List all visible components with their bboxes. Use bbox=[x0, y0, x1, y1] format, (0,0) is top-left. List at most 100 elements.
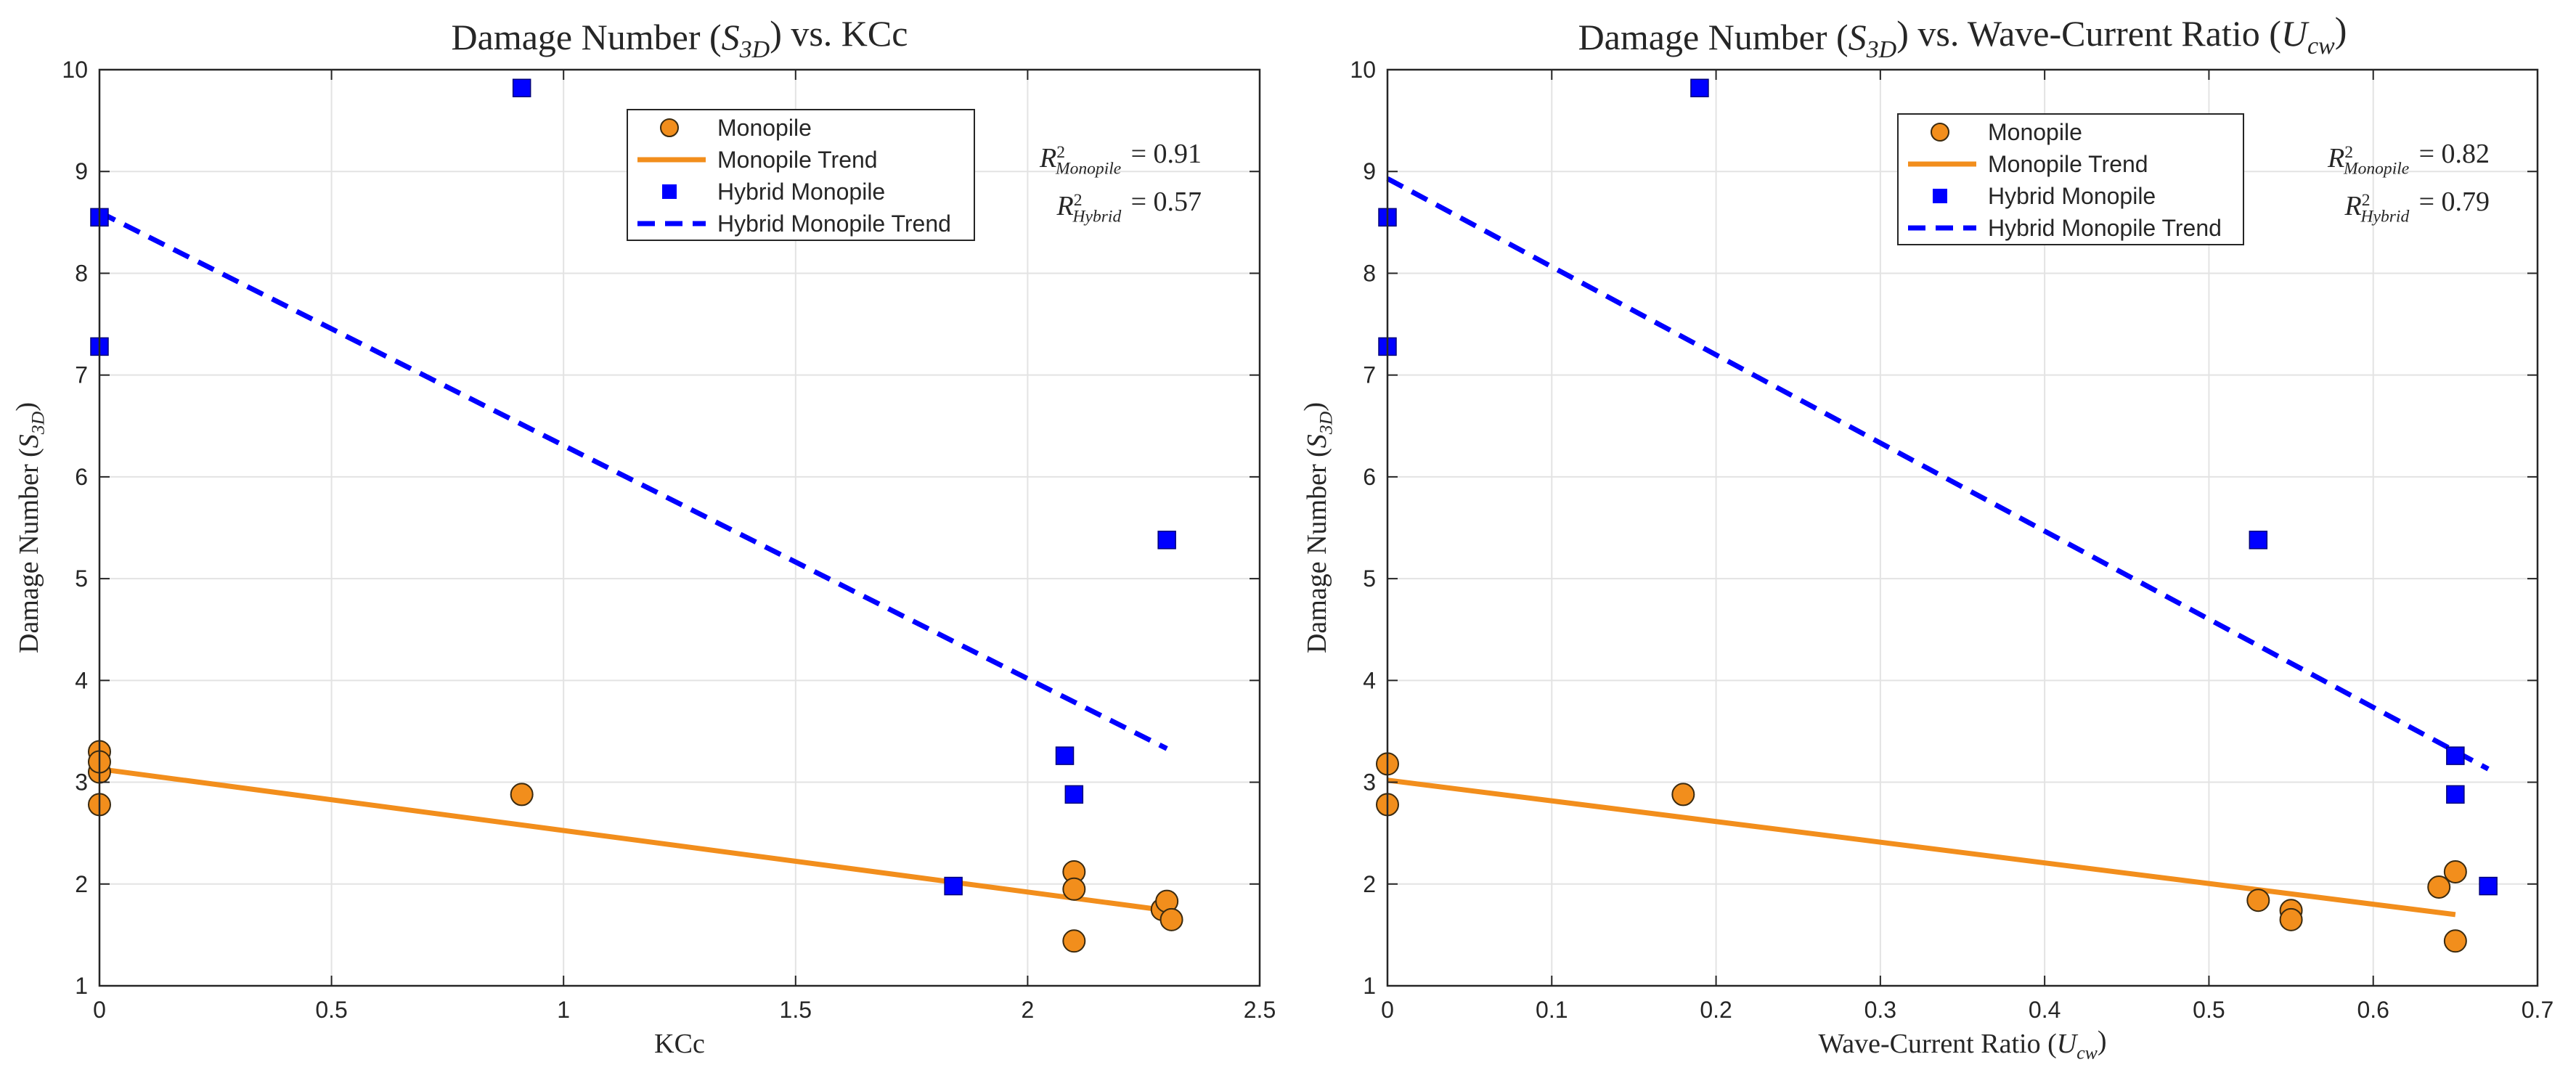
text-part: ) vs. Wave-Current Ratio ( bbox=[1896, 13, 2281, 54]
x-axis-label: Wave-Current Ratio (Ucw) bbox=[1818, 1026, 2106, 1063]
y-tick-label: 10 bbox=[62, 57, 88, 83]
text-part: = 0.82 bbox=[2419, 139, 2490, 169]
r-squared-annotation: R2 Hybrid = 0.57 bbox=[1056, 187, 1202, 226]
text-part: = 0.57 bbox=[1131, 187, 1202, 217]
y-tick-label: 8 bbox=[1363, 260, 1376, 286]
text-part: ) vs. KCc bbox=[770, 13, 908, 54]
legend-symbol-hybrid bbox=[1933, 189, 1947, 203]
monopile-point bbox=[1062, 929, 1086, 953]
text-variable: S bbox=[1302, 434, 1332, 448]
legend: Monopile Monopile Trend Hybrid Monopile Hyb… bbox=[1897, 113, 2244, 245]
y-tick-label: 5 bbox=[75, 565, 88, 592]
x-tick-label: 0.5 bbox=[315, 997, 347, 1023]
legend-box bbox=[627, 109, 975, 241]
text-subscript: cw bbox=[2307, 33, 2335, 60]
axes-box bbox=[98, 68, 1261, 987]
text-variable: U bbox=[2057, 1029, 2079, 1059]
y-tick-label: 2 bbox=[75, 871, 88, 897]
monopile-point bbox=[1062, 877, 1086, 901]
monopile-point bbox=[2279, 907, 2303, 931]
legend-label: Monopile Trend bbox=[717, 147, 878, 173]
text-part: Damage Number ( bbox=[1578, 17, 1849, 57]
y-tick-label: 6 bbox=[1363, 464, 1376, 490]
y-tick-label: 5 bbox=[1363, 565, 1376, 592]
x-tick-label: 0 bbox=[93, 997, 106, 1023]
y-tick-label: 3 bbox=[1363, 769, 1376, 796]
x-tick-label: 2.5 bbox=[1244, 997, 1276, 1023]
chart-title: Damage Number (S3D) vs. Wave-Current Rat… bbox=[1578, 9, 2347, 63]
text-subscript: 3D bbox=[1866, 36, 1897, 63]
axes-box bbox=[1386, 68, 2539, 987]
text-variable: R bbox=[1039, 143, 1056, 173]
x-axis-label: KCc bbox=[654, 1029, 705, 1059]
chart-panel-2: 0 0.1 0.2 0.3 0.4 0.5 0.6 0.7 1 2 3 4 5 6 7 8 9 10 Damage … bbox=[1299, 9, 2553, 1063]
monopile-point bbox=[1671, 783, 1695, 807]
x-tick-label: 1 bbox=[557, 997, 570, 1023]
text-part: ) bbox=[2335, 9, 2347, 50]
text-variable: S bbox=[722, 17, 740, 57]
text-part: Damage Number ( bbox=[452, 17, 722, 57]
monopile-point bbox=[2443, 929, 2467, 953]
text-superscript: 2 bbox=[1056, 143, 1065, 162]
legend-label: Monopile bbox=[717, 115, 812, 141]
legend-label: Monopile bbox=[1988, 119, 2082, 145]
text-variable: R bbox=[1056, 191, 1074, 221]
text-subscript: cw bbox=[2076, 1042, 2098, 1063]
legend-box bbox=[1897, 113, 2244, 245]
hybrid-monopile-point bbox=[1157, 531, 1176, 550]
chart-title: Damage Number (S3D) vs. KCc bbox=[452, 13, 908, 63]
hybrid-monopile-point bbox=[1055, 746, 1075, 765]
hybrid-monopile-point bbox=[2249, 531, 2268, 550]
trend-line-monopile bbox=[99, 766, 1167, 913]
y-tick-label: 7 bbox=[1363, 362, 1376, 388]
y-tick-label: 9 bbox=[75, 158, 88, 184]
monopile-point bbox=[2443, 859, 2467, 883]
hybrid-monopile-point bbox=[2446, 746, 2465, 765]
hybrid-monopile-point bbox=[944, 876, 963, 896]
text-variable: R bbox=[2344, 191, 2362, 221]
text-part: Damage Number ( bbox=[14, 448, 44, 653]
text-part: Wave-Current Ratio ( bbox=[1818, 1029, 2056, 1059]
x-tick-label: 0.5 bbox=[2193, 997, 2225, 1023]
r-squared-annotation: R2 Monopile = 0.82 bbox=[2327, 139, 2490, 178]
y-tick-label: 1 bbox=[1363, 973, 1376, 999]
monopile-point bbox=[2427, 875, 2451, 899]
x-tick-label: 0.2 bbox=[1700, 997, 1732, 1023]
x-tick-label: 0.1 bbox=[1536, 997, 1568, 1023]
trend-line-hybrid bbox=[1386, 176, 2490, 772]
y-tick-label: 4 bbox=[1363, 667, 1376, 693]
y-tick-label: 8 bbox=[75, 260, 88, 286]
text-part: ) bbox=[2098, 1026, 2107, 1056]
legend-symbol-monopile bbox=[1931, 123, 1949, 142]
legend-label: Hybrid Monopile Trend bbox=[717, 211, 951, 237]
hybrid-monopile-point bbox=[2479, 876, 2498, 896]
y-tick-label: 7 bbox=[75, 362, 88, 388]
x-tick-label: 0.4 bbox=[2029, 997, 2061, 1023]
legend-label: Hybrid Monopile bbox=[717, 179, 885, 205]
legend-symbol-hybrid bbox=[662, 184, 677, 199]
y-tick-label: 10 bbox=[1350, 57, 1376, 83]
text-superscript: 2 bbox=[2344, 143, 2353, 162]
legend-label: Hybrid Monopile bbox=[1988, 183, 2156, 209]
hybrid-monopile-point bbox=[512, 78, 531, 97]
text-subscript: 3D bbox=[1315, 411, 1336, 435]
x-tick-label: 0.7 bbox=[2522, 997, 2553, 1023]
y-tick-label: 6 bbox=[75, 464, 88, 490]
y-tick-label: 4 bbox=[75, 667, 88, 693]
text-subscript: 3D bbox=[739, 36, 770, 63]
text-variable: S bbox=[1849, 17, 1867, 57]
hybrid-monopile-point bbox=[1690, 78, 1709, 97]
text-subscript: 3D bbox=[27, 411, 48, 435]
legend-label: Hybrid Monopile Trend bbox=[1988, 215, 2222, 241]
text-part: ) bbox=[1299, 402, 1329, 412]
hybrid-monopile-point bbox=[1064, 785, 1084, 804]
y-tick-label: 1 bbox=[75, 973, 88, 999]
r-squared-annotation: R2 Hybrid = 0.79 bbox=[2344, 187, 2490, 226]
monopile-point bbox=[510, 783, 534, 807]
text-subscript: Monopile bbox=[2343, 159, 2409, 178]
monopile-point bbox=[2246, 889, 2270, 912]
text-variable: S bbox=[14, 434, 44, 448]
